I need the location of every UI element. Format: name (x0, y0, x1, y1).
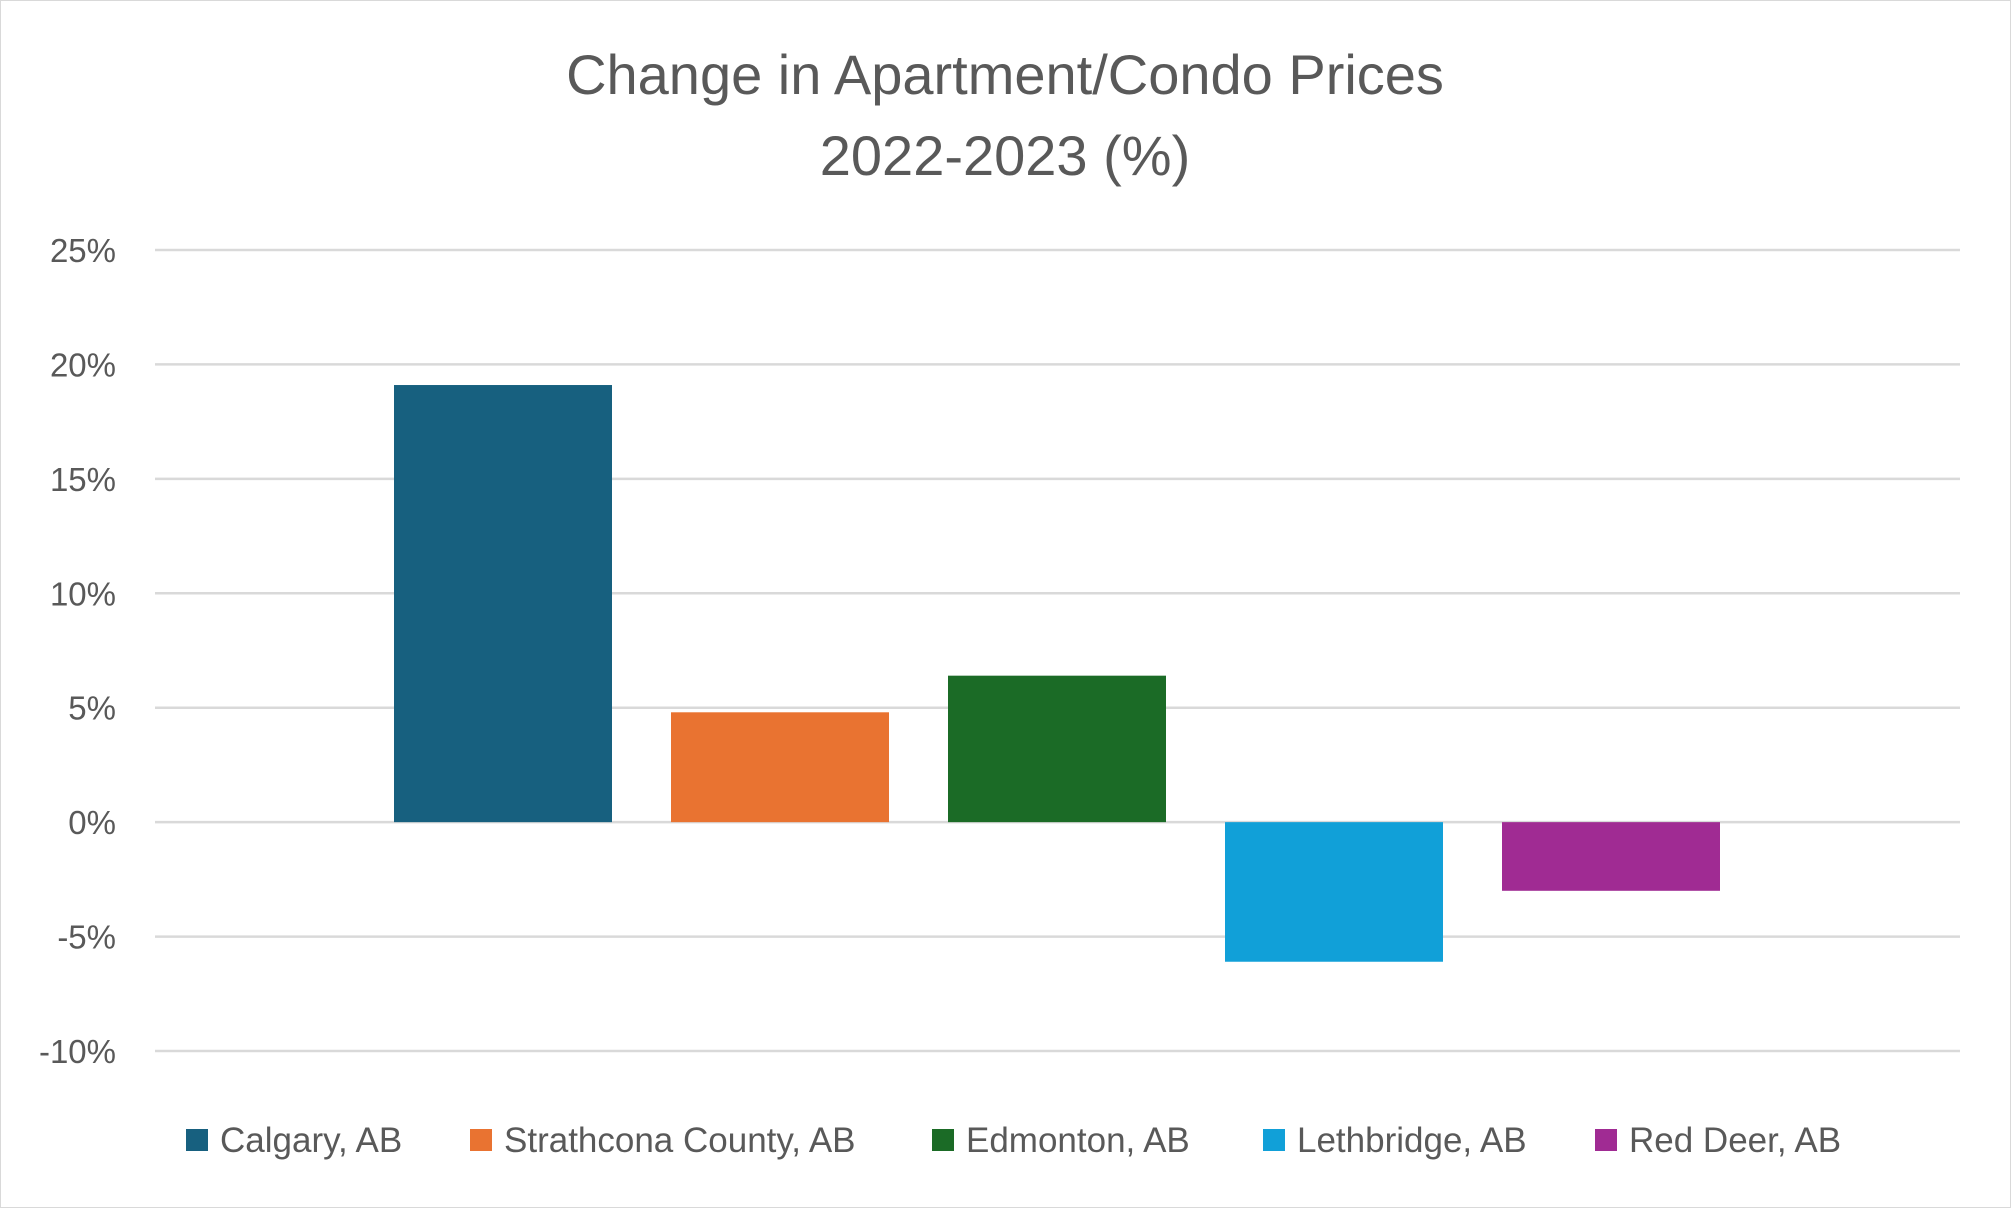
bar (948, 675, 1166, 823)
legend-item: Calgary, AB (186, 1121, 402, 1160)
y-tick-label: 10% (50, 575, 116, 612)
bar (1502, 822, 1720, 891)
chart-title: Change in Apartment/Condo Prices 2022-20… (566, 43, 1444, 187)
legend-label: Calgary, AB (220, 1121, 402, 1160)
chart-title-line-1: Change in Apartment/Condo Prices (566, 43, 1444, 106)
legend-label: Lethbridge, AB (1297, 1121, 1527, 1160)
legend-swatch (932, 1129, 954, 1151)
legend-item: Red Deer, AB (1595, 1121, 1841, 1160)
chart-title-line-2: 2022-2023 (%) (820, 124, 1190, 187)
legend-swatch (1263, 1129, 1285, 1151)
legend-swatch (1595, 1129, 1617, 1151)
bar (1225, 822, 1443, 962)
legend-swatch (186, 1129, 208, 1151)
bars (394, 385, 1720, 962)
y-axis-tick-labels: 25% 20% 15% 10% 5% 0% -5% -10% (39, 232, 116, 1070)
legend-item: Strathcona County, AB (470, 1121, 856, 1160)
y-tick-label: -10% (39, 1033, 116, 1070)
legend-label: Edmonton, AB (966, 1121, 1190, 1160)
legend-label: Red Deer, AB (1629, 1121, 1841, 1160)
y-tick-label: 5% (68, 690, 116, 727)
y-tick-label: 0% (68, 804, 116, 841)
y-tick-label: 25% (50, 232, 116, 269)
y-tick-label: -5% (57, 919, 116, 956)
y-tick-label: 20% (50, 346, 116, 383)
legend: Calgary, AB Strathcona County, AB Edmonton… (186, 1121, 1841, 1160)
bar (671, 712, 889, 823)
y-tick-label: 15% (50, 461, 116, 498)
bar (394, 385, 612, 823)
legend-item: Lethbridge, AB (1263, 1121, 1527, 1160)
legend-item: Edmonton, AB (932, 1121, 1190, 1160)
legend-label: Strathcona County, AB (504, 1121, 856, 1160)
legend-swatch (470, 1129, 492, 1151)
